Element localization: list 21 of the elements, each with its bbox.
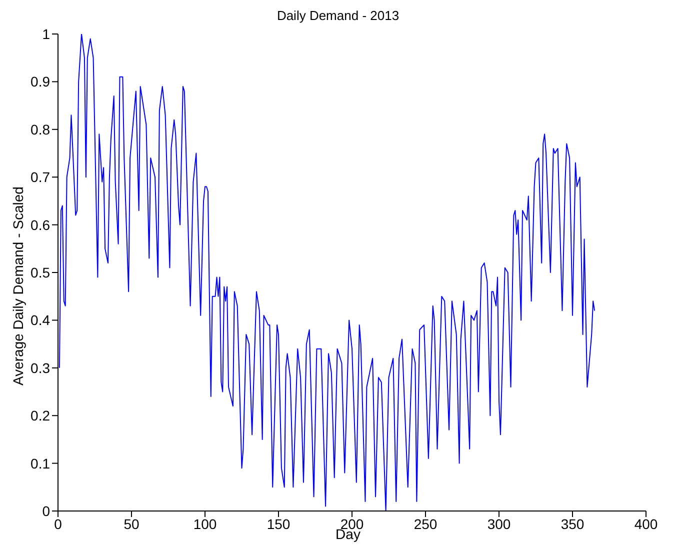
- y-tick-label: 0.4: [30, 312, 50, 328]
- x-tick-label: 350: [560, 516, 584, 532]
- y-tick-label: 0.8: [30, 121, 50, 138]
- y-tick-label: 1: [42, 26, 50, 42]
- chart-title: Daily Demand - 2013: [276, 8, 400, 23]
- x-tick-label: 150: [266, 516, 290, 532]
- x-tick-label: 50: [124, 516, 140, 532]
- y-tick-label: 0.6: [30, 216, 50, 233]
- x-tick-label: 250: [414, 516, 438, 532]
- x-tick-label: 400: [634, 516, 658, 532]
- x-tick-label: 0: [54, 516, 62, 532]
- y-tick-label: 0.7: [30, 169, 50, 186]
- y-tick-label: 0.9: [30, 74, 50, 90]
- x-tick-label: 100: [193, 516, 217, 532]
- y-tick-label: 0.5: [30, 264, 50, 280]
- y-tick-label: 0.1: [30, 455, 50, 472]
- y-tick-label: 0.3: [30, 360, 50, 376]
- y-tick-label: 0: [42, 502, 50, 519]
- y-tick-label: 0.2: [30, 408, 50, 424]
- x-tick-label: 300: [487, 516, 511, 532]
- y-axis-title: Average Daily Demand - Scaled: [10, 186, 26, 388]
